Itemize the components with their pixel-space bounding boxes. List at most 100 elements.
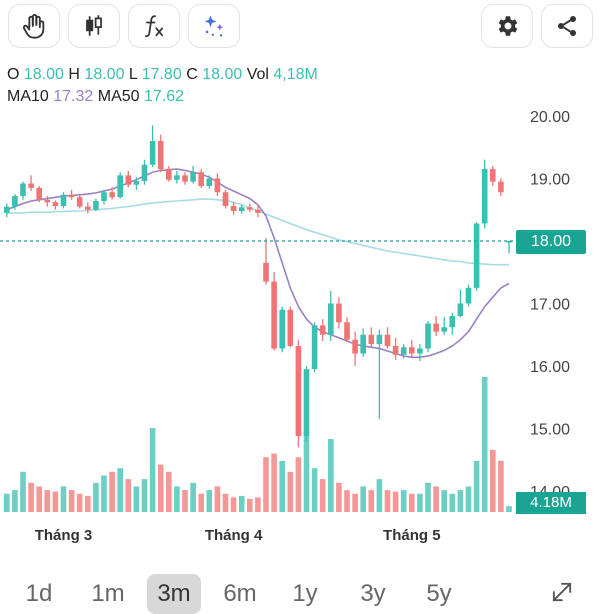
candlestick-tool-button[interactable] — [68, 4, 120, 48]
volume-bar — [214, 486, 221, 512]
range-tab-3m[interactable]: 3m — [147, 574, 201, 614]
volume-bar — [198, 493, 204, 512]
volume-bar — [287, 471, 294, 512]
volume-bar — [255, 497, 261, 512]
function-icon — [144, 15, 164, 38]
candle-body — [328, 303, 334, 335]
volume-bar — [279, 460, 285, 512]
indicator-function-button[interactable] — [128, 4, 180, 48]
volume-bar — [117, 468, 123, 512]
hand-icon — [22, 14, 45, 39]
candle-body — [44, 199, 51, 203]
candle-body — [376, 334, 383, 345]
ma50-value: 17.62 — [144, 88, 185, 105]
candle-body — [36, 187, 42, 200]
candle-body — [166, 169, 172, 180]
ma10-value: 17.32 — [53, 88, 94, 105]
candle-body — [133, 181, 140, 185]
settings-button[interactable] — [481, 4, 533, 48]
candle-body — [52, 202, 59, 206]
candle-body — [20, 183, 26, 196]
candle-body — [360, 334, 366, 354]
candle-body — [433, 323, 439, 332]
sparkle-icon — [204, 15, 224, 37]
candle-body — [76, 197, 83, 207]
candle-body — [93, 201, 99, 210]
volume-bar — [190, 482, 196, 512]
ai-sparkle-button[interactable] — [188, 4, 240, 48]
range-tab-6m[interactable]: 6m — [223, 580, 257, 607]
volume-bar — [28, 482, 34, 512]
high-label: H — [68, 66, 80, 83]
close-value: 18.00 — [202, 66, 243, 83]
expand-icon — [552, 582, 572, 602]
volume-bar — [400, 490, 407, 512]
candle-body — [449, 316, 456, 328]
share-icon — [558, 16, 576, 36]
range-tab-1y[interactable]: 1y — [292, 580, 318, 607]
x-axis-label: Tháng 3 — [35, 527, 93, 544]
candle-body — [85, 206, 91, 210]
volume-bar — [44, 490, 51, 512]
y-tick-label: 16.00 — [530, 359, 570, 376]
candle-body — [174, 175, 180, 180]
high-value: 18.00 — [84, 66, 125, 83]
candle-body — [263, 262, 269, 282]
candle-body — [303, 369, 310, 436]
volume-bar — [303, 431, 310, 512]
volume-bar — [384, 490, 391, 512]
price-chart[interactable]: 20.0019.0018.0017.0016.0015.0014.00Tháng… — [0, 108, 600, 548]
candle-body — [295, 346, 302, 436]
candle-body — [279, 309, 285, 349]
candle-body — [490, 169, 496, 182]
low-label: L — [128, 66, 138, 83]
candle-body — [238, 207, 245, 211]
range-tab-3y[interactable]: 3y — [360, 580, 386, 607]
range-tab-5y[interactable]: 5y — [426, 580, 452, 607]
range-tab-1m[interactable]: 1m — [91, 580, 125, 607]
candle-body — [384, 334, 391, 346]
volume-bar — [360, 486, 366, 512]
open-value: 18.00 — [23, 66, 64, 83]
candle-body — [473, 223, 480, 288]
volume-bar — [182, 490, 188, 512]
candle-body — [214, 178, 221, 193]
chart-toolbar — [0, 0, 600, 60]
candle-body — [255, 209, 261, 213]
fullscreen-button[interactable] — [548, 578, 578, 608]
volume-bar — [76, 493, 83, 512]
share-button[interactable] — [541, 4, 593, 48]
volume-bar — [230, 497, 237, 512]
volume-bar — [392, 491, 399, 512]
volume-bar — [311, 468, 318, 512]
range-selector: 1d 1m 3m 6m 1y 3y 5y — [0, 566, 600, 614]
ma50-label: MA50 — [97, 88, 140, 105]
current-price-tag: 18.00 — [516, 230, 586, 254]
candle-body — [344, 322, 350, 340]
volume-bar — [441, 490, 447, 512]
candle-body — [417, 348, 423, 354]
candlestick-icon — [86, 15, 102, 36]
hand-tool-button[interactable] — [8, 4, 60, 48]
volume-bar — [247, 498, 253, 512]
volume-bar — [328, 439, 334, 512]
volume-bar — [125, 479, 132, 512]
volume-bar — [52, 491, 59, 512]
candle-body — [368, 334, 375, 345]
volume-bar — [4, 493, 10, 512]
candle-body — [141, 164, 148, 181]
volume-bar — [457, 490, 464, 512]
candle-body — [457, 303, 464, 316]
candle-body — [125, 175, 132, 185]
volume-bar — [433, 486, 439, 512]
volume-bar — [409, 493, 415, 512]
ma-line: MA10 17.32 MA50 17.62 — [7, 86, 318, 108]
range-tab-1d[interactable]: 1d — [25, 580, 53, 607]
volume-bar — [157, 464, 164, 512]
candle-body — [409, 347, 415, 354]
volume-bar — [271, 453, 277, 512]
volume-bar — [498, 460, 504, 512]
candle-body — [498, 181, 504, 193]
candle-body — [149, 141, 156, 165]
candle-body — [198, 172, 204, 186]
